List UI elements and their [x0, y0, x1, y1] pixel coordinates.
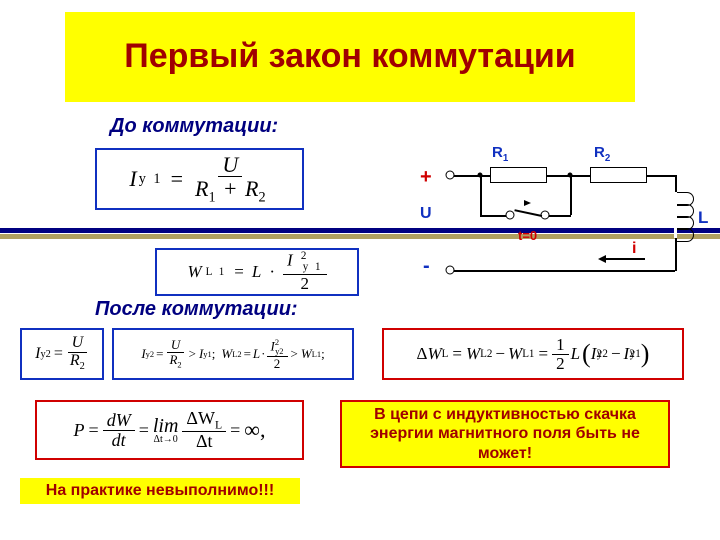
- dw-W: W: [427, 344, 441, 364]
- sym-R1: R: [195, 176, 208, 201]
- sym-I2: I: [287, 251, 293, 270]
- c-den: 2: [270, 357, 285, 371]
- eq3: =: [54, 345, 63, 363]
- p-dWsub: L: [215, 418, 222, 431]
- sym-R2: R: [245, 176, 258, 201]
- c-W1: W: [301, 346, 312, 362]
- dw-WL: L: [442, 348, 449, 360]
- warning-box: В цепи с индуктивностью скачка энергии м…: [340, 400, 670, 468]
- c-Iy2s: y2: [146, 349, 154, 359]
- formula-wl1: W L 1 = L · I 2 y 1 2: [155, 248, 359, 296]
- c-gt: >: [189, 346, 196, 362]
- label-l: L: [698, 208, 708, 228]
- dw-W1: W: [508, 344, 522, 364]
- c-dot: ·: [261, 346, 265, 362]
- dw-eq2: =: [538, 344, 548, 364]
- label-r2: R2: [594, 144, 610, 164]
- sym-eq: =: [171, 166, 183, 192]
- sym-Iy2-sub: y2: [40, 349, 50, 360]
- sym-dot: ·: [269, 262, 275, 282]
- sym-R2b-sub: 2: [80, 361, 85, 372]
- dw-L1: L1: [522, 348, 534, 360]
- p-eq: =: [89, 420, 99, 441]
- dw-min: −: [495, 344, 505, 364]
- dw-d: Δ: [417, 344, 428, 364]
- dw-L: L: [571, 344, 580, 364]
- p-dt: dt: [112, 430, 126, 450]
- c-L: L: [253, 346, 260, 362]
- sym-L: L: [252, 262, 261, 282]
- formula-compare: Iy2 = U R2 > Iy1 ; WL2 = L · I2y2 2 > WL…: [112, 328, 354, 380]
- sym-I: I: [129, 166, 136, 192]
- p-d: d: [107, 410, 116, 430]
- dw-rp: ): [641, 339, 650, 369]
- c-WL1: L1: [312, 349, 321, 359]
- heading-after: После коммутации:: [95, 298, 298, 321]
- label-r1: R1: [492, 144, 508, 164]
- sym-R2-sub: 2: [258, 189, 265, 205]
- label-minus: -: [423, 255, 430, 278]
- label-plus: +: [420, 166, 432, 189]
- sym-sub-y1: y 1: [139, 171, 163, 188]
- sym-R2b: R: [70, 352, 80, 369]
- slide-title: Первый закон коммутации: [65, 12, 635, 102]
- heading-before: До коммутации:: [110, 115, 278, 138]
- c-WL2: L2: [232, 349, 241, 359]
- dw-I1sub: y1: [630, 348, 641, 360]
- formula-iy1: I y 1 = U R1 + R2: [95, 148, 304, 210]
- c-W: W: [221, 346, 232, 362]
- c-I2y2: y2: [275, 346, 283, 356]
- c-eq: =: [156, 346, 163, 362]
- formula-delta-w: ΔWL = WL2 − WL1 = 1 2 L ( I2y2 − I2y1 ): [382, 328, 684, 380]
- dw-I2sub: y2: [597, 348, 608, 360]
- dw-L2: L2: [480, 348, 492, 360]
- p-dW: ΔW: [186, 408, 215, 428]
- c-semi: ;: [212, 346, 216, 362]
- dw-eq: =: [452, 344, 462, 364]
- sym-plus: +: [224, 176, 236, 201]
- circuit-diagram: [430, 160, 700, 290]
- c-R2: 2: [177, 360, 181, 370]
- p-dDt: Δt: [196, 431, 213, 451]
- c-semi2: ;: [321, 346, 325, 362]
- lr2-sub: 2: [605, 153, 610, 164]
- c-U: U: [171, 337, 180, 352]
- dw-min2: −: [611, 344, 621, 364]
- dw-den2: 2: [552, 355, 569, 373]
- sym-R1-sub: 1: [208, 189, 215, 205]
- label-i: i: [632, 240, 636, 258]
- sym-W: W: [187, 262, 201, 282]
- sym-U2: U: [72, 334, 84, 351]
- dw-num1: 1: [552, 336, 569, 355]
- sym-WL1: L 1: [206, 266, 227, 278]
- dw-W2: W: [466, 344, 480, 364]
- c-Iy1s: y1: [203, 349, 211, 359]
- p-P: P: [74, 420, 85, 441]
- formula-iy2: Iy2 = U R2: [20, 328, 104, 380]
- label-u: U: [420, 205, 432, 223]
- sym-den2: 2: [297, 275, 314, 293]
- practice-note: На практике невыполнимо!!!: [20, 478, 300, 504]
- formula-power: P = dW dt = lim Δt→0 ΔWL Δt = ∞,: [35, 400, 304, 460]
- lr1-sub: 1: [503, 153, 508, 164]
- label-t0: t=0: [518, 228, 537, 243]
- sym-eq2: =: [234, 262, 244, 282]
- dw-lp: (: [582, 339, 591, 369]
- p-lim-sub: Δt→0: [154, 435, 178, 444]
- sym-U: U: [222, 152, 238, 177]
- p-W: W: [116, 410, 131, 430]
- sym-I2-sub: y 1: [303, 261, 323, 273]
- p-lim: lim: [153, 417, 179, 435]
- p-eq3: =: [230, 420, 240, 441]
- p-eq2: =: [139, 420, 149, 441]
- p-inf: ∞,: [244, 417, 265, 443]
- c-gt2: >: [291, 346, 298, 362]
- c-eq2: =: [244, 346, 251, 362]
